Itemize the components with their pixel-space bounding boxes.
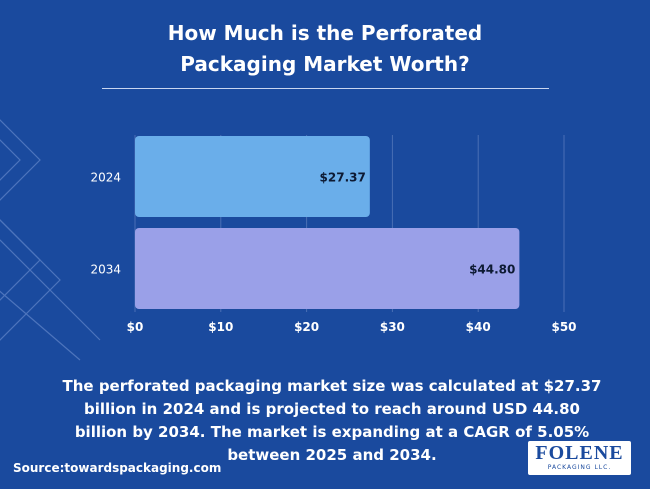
folene-logo: FOLENE PACKAGING LLC. — [528, 441, 631, 475]
market-description: The perforated packaging market size was… — [62, 377, 602, 464]
value-label-2034: $44.80 — [469, 263, 515, 277]
chart-title: How Much is the Perforated Packaging Mar… — [0, 18, 650, 80]
logo-name: FOLENE — [535, 442, 624, 464]
title-divider — [102, 88, 549, 89]
x-tick-label-3: $30 — [380, 320, 405, 334]
title-line-2: Packaging Market Worth? — [180, 52, 470, 76]
x-tick-label-1: $10 — [208, 320, 233, 334]
logo-subtitle: PACKAGING LLC. — [547, 464, 612, 471]
category-label-2024: 2024 — [90, 171, 121, 185]
x-tick-label-0: $0 — [127, 320, 144, 334]
x-tick-label-2: $20 — [294, 320, 319, 334]
diamond-pattern-decoration — [0, 119, 101, 361]
bar-2034 — [135, 228, 520, 309]
category-label-2034: 2034 — [90, 263, 121, 277]
value-label-2024: $27.37 — [320, 171, 366, 185]
x-tick-label-4: $40 — [466, 320, 491, 334]
bar-2024 — [135, 136, 370, 217]
x-tick-label-5: $50 — [551, 320, 576, 334]
title-line-1: How Much is the Perforated — [167, 21, 483, 45]
source-credit: Source:towardspackaging.com — [13, 461, 222, 475]
